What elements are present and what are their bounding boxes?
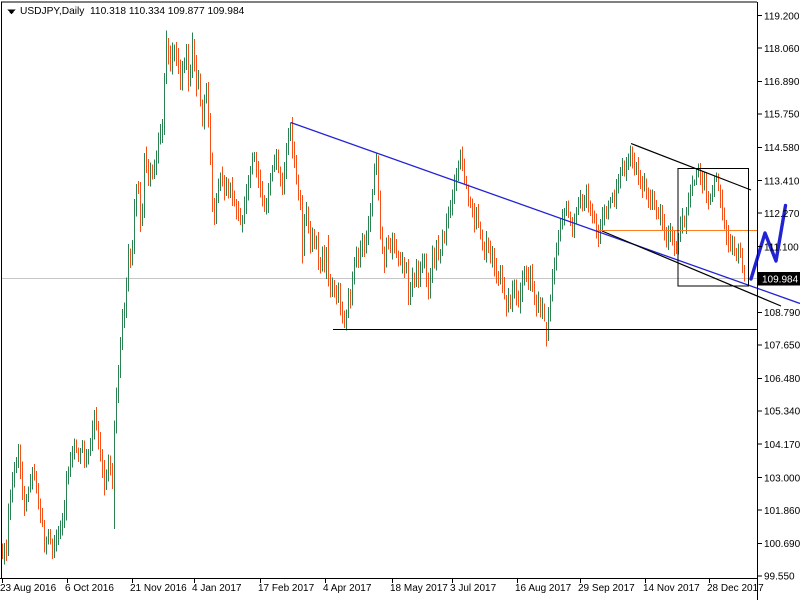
svg-text:6 Oct 2016: 6 Oct 2016	[65, 583, 114, 594]
svg-text:107.650: 107.650	[764, 341, 800, 352]
svg-text:111.100: 111.100	[764, 242, 799, 253]
svg-text:14 Nov 2017: 14 Nov 2017	[643, 583, 700, 594]
svg-text:113.410: 113.410	[764, 176, 800, 187]
svg-text:108.790: 108.790	[764, 308, 800, 319]
svg-text:28 Dec 2017: 28 Dec 2017	[707, 583, 764, 594]
svg-text:114.580: 114.580	[764, 143, 800, 154]
svg-text:115.750: 115.750	[764, 110, 800, 121]
svg-text:21 Nov 2016: 21 Nov 2016	[130, 583, 187, 594]
svg-text:105.340: 105.340	[764, 407, 800, 418]
svg-text:101.860: 101.860	[764, 506, 800, 517]
svg-text:17 Feb 2017: 17 Feb 2017	[258, 583, 315, 594]
svg-text:23 Aug 2016: 23 Aug 2016	[0, 583, 57, 594]
svg-text:104.170: 104.170	[764, 440, 800, 451]
svg-text:106.480: 106.480	[764, 374, 800, 385]
svg-text:109.984: 109.984	[762, 275, 799, 286]
svg-text:100.690: 100.690	[764, 539, 800, 550]
svg-text:18 May 2017: 18 May 2017	[390, 583, 448, 594]
svg-text:119.200: 119.200	[764, 11, 800, 22]
svg-text:3 Jul 2017: 3 Jul 2017	[450, 583, 497, 594]
svg-text:103.000: 103.000	[764, 473, 800, 484]
svg-text:118.060: 118.060	[764, 44, 800, 55]
svg-text:99.550: 99.550	[764, 572, 795, 583]
svg-text:4 Apr 2017: 4 Apr 2017	[323, 583, 372, 594]
svg-text:16 Aug 2017: 16 Aug 2017	[515, 583, 572, 594]
svg-text:112.270: 112.270	[764, 209, 800, 220]
svg-text:29 Sep 2017: 29 Sep 2017	[578, 583, 635, 594]
svg-text:4 Jan 2017: 4 Jan 2017	[192, 583, 242, 594]
svg-text:USDJPY,Daily 110.318 110.334: USDJPY,Daily 110.318 110.334 109.877 109…	[20, 6, 245, 17]
svg-text:116.890: 116.890	[764, 77, 800, 88]
